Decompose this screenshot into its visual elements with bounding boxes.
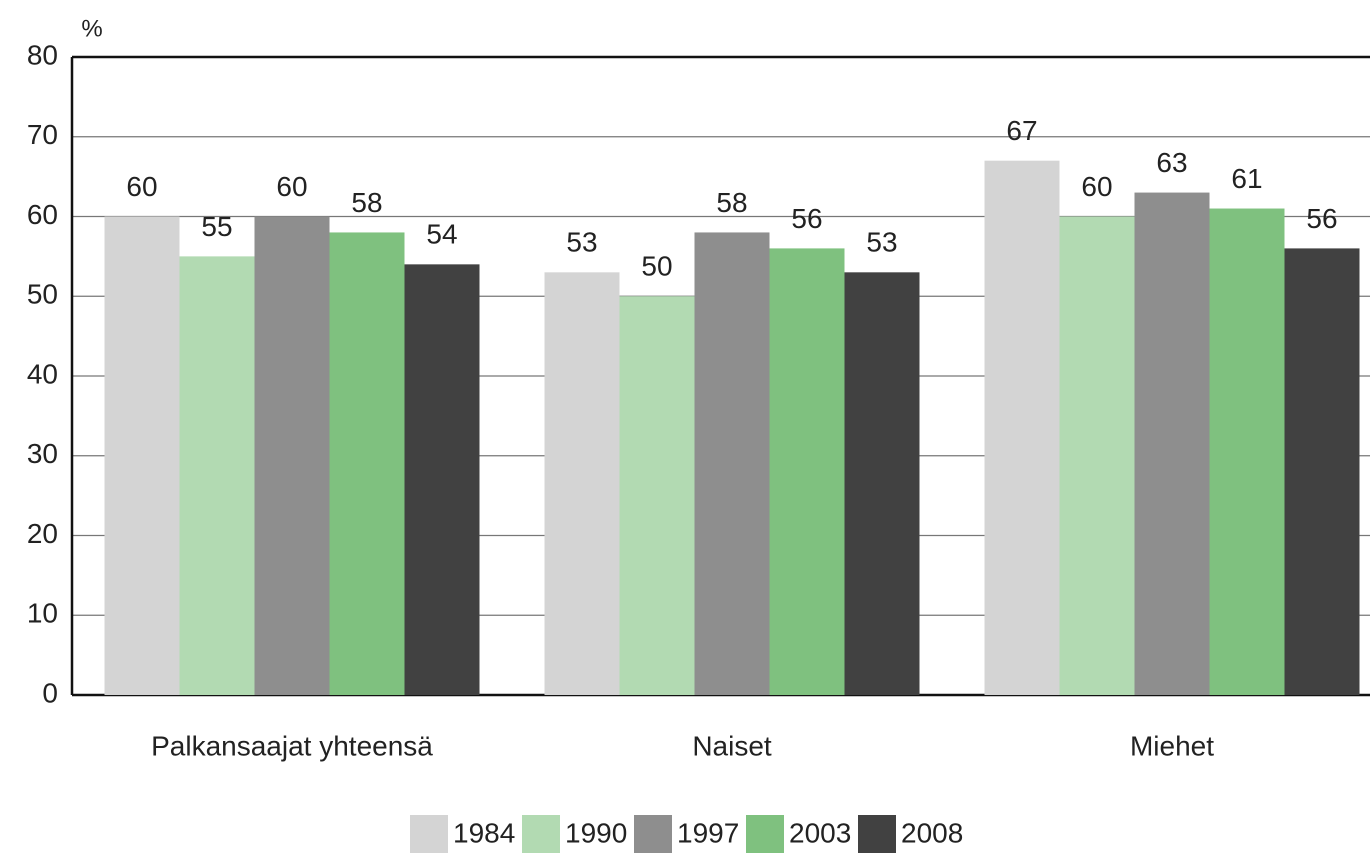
data-label: 60 — [1081, 171, 1112, 202]
data-label: 56 — [791, 203, 822, 234]
legend-label: 2008 — [901, 817, 963, 848]
y-tick-label: 50 — [27, 279, 58, 310]
bar — [179, 256, 255, 695]
bar — [329, 232, 405, 695]
bar — [984, 160, 1060, 696]
x-tick-label: Miehet — [1130, 730, 1214, 761]
x-tick-label: Naiset — [692, 730, 772, 761]
data-label: 55 — [201, 211, 232, 242]
bar — [254, 216, 330, 695]
legend-swatch — [634, 815, 672, 853]
y-tick-label: 70 — [27, 119, 58, 150]
data-label: 58 — [351, 187, 382, 218]
bar — [104, 216, 180, 695]
data-label: 56 — [1306, 203, 1337, 234]
data-label: 53 — [866, 227, 897, 258]
data-label: 67 — [1006, 115, 1037, 146]
bar — [619, 296, 695, 695]
data-label: 50 — [641, 251, 672, 282]
legend-swatch — [522, 815, 560, 853]
bar — [844, 272, 920, 695]
data-label: 61 — [1231, 163, 1262, 194]
bar — [1134, 192, 1210, 695]
legend-label: 1997 — [677, 817, 739, 848]
x-tick-label: Palkansaajat yhteensä — [151, 730, 433, 761]
legend-swatch — [410, 815, 448, 853]
data-label: 60 — [276, 171, 307, 202]
bar — [1209, 208, 1285, 695]
bar — [769, 248, 845, 695]
bar — [1284, 248, 1360, 695]
y-tick-label: 10 — [27, 598, 58, 629]
data-label: 58 — [716, 187, 747, 218]
y-tick-label: 80 — [27, 39, 58, 70]
bar — [544, 272, 620, 695]
y-tick-label: 20 — [27, 518, 58, 549]
legend-label: 2003 — [789, 817, 851, 848]
data-label: 63 — [1156, 147, 1187, 178]
data-label: 53 — [566, 227, 597, 258]
data-label: 60 — [126, 171, 157, 202]
legend-swatch — [746, 815, 784, 853]
data-label: 54 — [426, 219, 457, 250]
y-axis-label: % — [81, 15, 102, 42]
y-tick-label: 60 — [27, 199, 58, 230]
y-tick-label: 40 — [27, 358, 58, 389]
y-tick-label: 0 — [42, 677, 58, 708]
legend-label: 1990 — [565, 817, 627, 848]
bar — [694, 232, 770, 695]
legend-label: 1984 — [453, 817, 515, 848]
y-tick-label: 30 — [27, 438, 58, 469]
bar — [1059, 216, 1135, 695]
legend-swatch — [858, 815, 896, 853]
bar — [404, 264, 480, 695]
